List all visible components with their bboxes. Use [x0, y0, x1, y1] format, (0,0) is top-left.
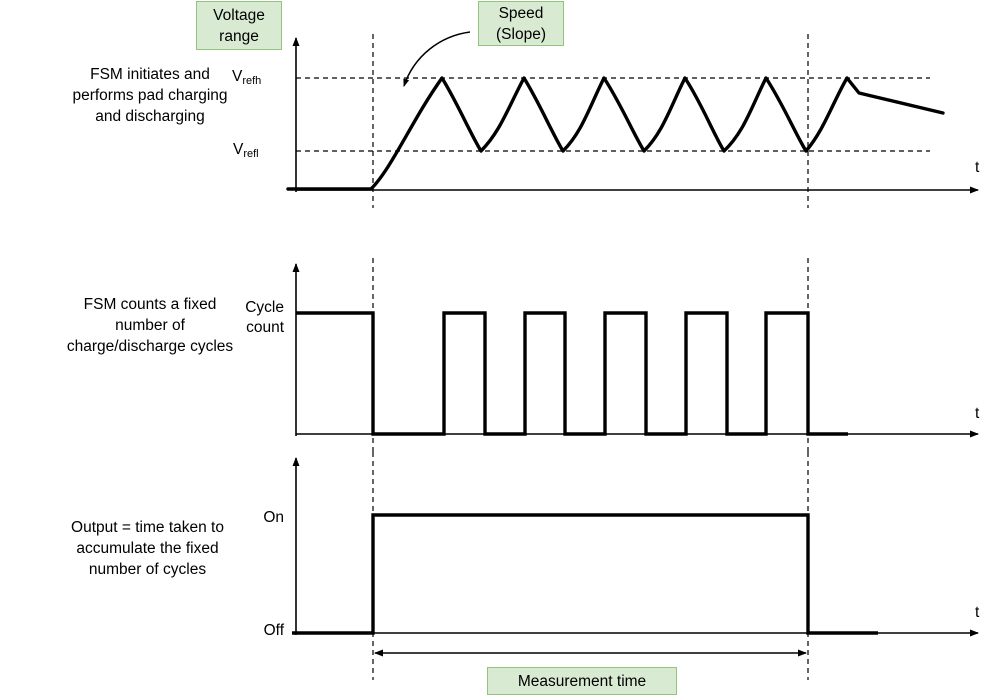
y-label-off: Off	[263, 622, 284, 639]
pad-voltage-waveform	[286, 76, 945, 191]
y-label-vrefh-base: V	[232, 68, 243, 85]
y-label-vrefl-sub: refl	[243, 148, 259, 160]
panel-output	[292, 452, 979, 680]
output-enable-waveform	[292, 513, 878, 635]
y-label-vrefl: Vrefl	[233, 141, 259, 160]
panel-description-output: Output = time taken to accumulate the fi…	[71, 519, 224, 578]
callout-voltage-range: Voltage range	[196, 1, 282, 50]
y-label-vrefh: Vrefh	[232, 68, 262, 87]
callout-measurement-time: Measurement time	[487, 667, 677, 695]
x-axis-label-panel3: t	[975, 604, 980, 621]
x-axis-label-panel2: t	[975, 405, 980, 422]
y-label-cycle-count: Cycle count	[245, 299, 284, 336]
y-label-vrefl-base: V	[233, 141, 244, 158]
y-label-on: On	[263, 509, 284, 526]
callout-speed-slope: Speed (Slope)	[478, 1, 564, 46]
panel-description-charge-discharge: FSM initiates and performs pad charging …	[72, 66, 228, 125]
x-axis-label-panel1: t	[975, 159, 980, 176]
panel-description-cycle-count: FSM counts a fixed number of charge/disc…	[66, 296, 234, 355]
panel-charge-discharge	[286, 31, 979, 208]
y-label-vrefh-sub: refh	[242, 75, 262, 87]
cycle-count-pulse-train	[296, 311, 848, 436]
speed-slope-pointer-arrow	[403, 31, 471, 87]
panel-cycle-count	[292, 258, 979, 452]
